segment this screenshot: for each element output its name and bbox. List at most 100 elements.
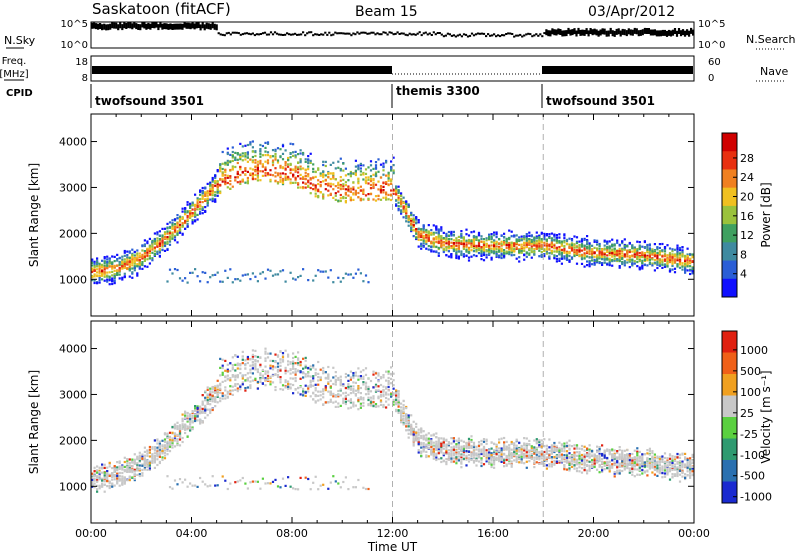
power-cell — [128, 250, 131, 253]
velocity-cell — [133, 477, 136, 480]
power-cell — [523, 258, 526, 261]
velocity-cell — [287, 387, 290, 390]
power-cell — [236, 152, 239, 155]
power-cell — [287, 158, 290, 162]
power-cell — [400, 200, 403, 203]
velocity-cell — [226, 374, 229, 377]
power-cell — [623, 244, 626, 247]
power-cell — [560, 248, 563, 251]
power-cell — [339, 167, 342, 171]
power-cell — [91, 264, 94, 267]
velocity-cell — [251, 372, 254, 375]
power-cell — [116, 259, 119, 262]
power-cell — [560, 253, 563, 256]
noise-sample — [316, 33, 319, 36]
velocity-cell — [317, 379, 320, 382]
power-cell — [334, 185, 337, 188]
power-cell — [601, 251, 604, 254]
noise-sample — [189, 23, 192, 30]
power-cell — [505, 251, 508, 254]
power-cell — [678, 259, 682, 262]
power-cell — [435, 241, 438, 244]
velocity-cell — [251, 480, 254, 483]
velocity-cell — [108, 486, 111, 490]
velocity-cell — [211, 398, 214, 401]
power-cell — [234, 158, 237, 161]
power-cell — [588, 252, 591, 255]
power-cell — [651, 250, 654, 253]
velocity-cell — [246, 372, 249, 375]
power-cell — [251, 159, 254, 162]
noise-sample — [245, 32, 248, 35]
power-cell — [520, 243, 523, 246]
power-cell — [194, 268, 197, 271]
power-cell — [470, 246, 473, 249]
power-cell — [271, 164, 275, 167]
velocity-cell — [201, 394, 204, 397]
power-cell — [558, 249, 561, 252]
power-cell — [397, 201, 400, 204]
power-cell — [101, 263, 104, 266]
power-cell — [621, 250, 624, 253]
power-cell — [126, 250, 129, 253]
velocity-cell — [168, 445, 172, 448]
velocity-cell — [138, 469, 141, 472]
velocity-cell — [219, 366, 222, 369]
velocity-cell — [317, 360, 320, 364]
noise-sample — [571, 29, 574, 36]
power-cell — [113, 282, 116, 285]
power-cell — [246, 273, 249, 276]
power-cell — [216, 188, 219, 191]
power-cell — [447, 242, 450, 245]
velocity-cell — [194, 418, 197, 421]
power-cell — [467, 242, 471, 245]
velocity-cell — [166, 432, 169, 435]
velocity-cell — [304, 384, 307, 387]
power-cell — [219, 190, 222, 193]
power-cell — [387, 183, 390, 186]
power-cell — [676, 255, 679, 258]
power-cell — [422, 227, 425, 231]
power-cell — [543, 249, 546, 252]
power-cell — [666, 262, 669, 265]
power-cell — [402, 207, 405, 210]
power-cell — [246, 170, 249, 173]
velocity-cell — [189, 423, 192, 426]
velocity-cell — [284, 372, 287, 375]
noise-sample — [667, 29, 671, 36]
velocity-cell — [302, 390, 305, 393]
velocity-cell — [269, 352, 272, 355]
velocity-cell — [224, 386, 227, 389]
power-cell — [467, 238, 471, 242]
velocity-cell — [181, 426, 184, 430]
velocity-cell — [334, 381, 337, 384]
noise-sample — [243, 32, 246, 35]
power-cell — [372, 198, 375, 201]
power-cell — [352, 276, 355, 279]
power-cell — [184, 220, 187, 223]
power-cell — [271, 149, 275, 152]
noise-sample — [422, 32, 425, 35]
power-cell — [387, 177, 390, 180]
power-cell — [598, 244, 601, 248]
noise-sample — [113, 22, 116, 29]
noise-sample — [281, 34, 285, 36]
power-cell — [500, 242, 503, 245]
velocity-cell — [234, 363, 237, 366]
power-cell — [681, 246, 684, 249]
noise-sample — [255, 33, 258, 36]
power-cell — [578, 247, 581, 250]
power-cell — [259, 148, 262, 151]
power-cell — [593, 240, 596, 243]
power-cell — [128, 265, 131, 268]
power-cell — [226, 151, 229, 154]
velocity-cell — [357, 399, 360, 402]
velocity-cell — [269, 375, 272, 378]
power-cell — [266, 142, 270, 145]
noise-sample — [235, 31, 238, 34]
velocity-cell — [274, 353, 277, 356]
power-cell — [611, 244, 614, 247]
power-cell — [613, 257, 616, 260]
velocity-cell — [304, 364, 307, 367]
power-cell — [171, 272, 174, 275]
